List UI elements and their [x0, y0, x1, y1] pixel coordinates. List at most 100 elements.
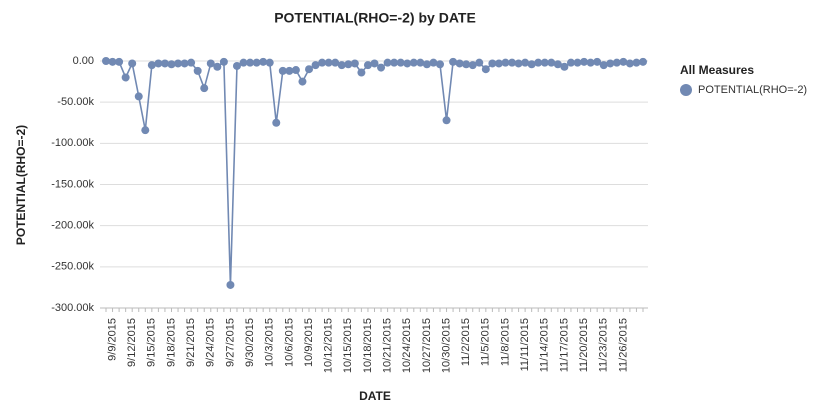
point [337, 61, 346, 70]
point [285, 66, 294, 75]
point [377, 63, 386, 72]
point [134, 92, 143, 101]
x-tick-label: 11/5/2015 [480, 318, 492, 366]
x-tick-label: 9/15/2015 [146, 318, 158, 367]
x-tick-label: 11/20/2015 [578, 318, 590, 372]
point [167, 60, 176, 69]
point [534, 58, 543, 67]
point [160, 59, 169, 68]
point [593, 57, 602, 66]
point [403, 59, 412, 68]
point [488, 59, 497, 68]
x-tick-label: 11/2/2015 [460, 318, 472, 366]
point [206, 59, 215, 68]
point [246, 58, 255, 67]
x-tick-label: 11/8/2015 [499, 318, 511, 366]
point [200, 84, 209, 93]
y-tick-label: -250.00k [51, 261, 94, 273]
point [494, 59, 503, 68]
point [396, 58, 405, 67]
point [422, 60, 431, 69]
point [566, 58, 575, 67]
x-tick-label: 10/30/2015 [440, 318, 452, 373]
point [121, 73, 130, 82]
point [115, 57, 124, 66]
chart-title: POTENTIAL(RHO=-2) by DATE [274, 10, 476, 26]
x-tick-label: 9/27/2015 [224, 318, 236, 367]
point [102, 57, 110, 65]
point [357, 68, 366, 77]
point [174, 59, 183, 68]
point [481, 65, 490, 74]
point [154, 59, 163, 68]
x-tick-label: 11/23/2015 [598, 318, 610, 372]
point [625, 59, 634, 68]
point [291, 66, 300, 75]
y-tick-label: -100.00k [51, 137, 94, 149]
point [259, 57, 268, 66]
point [462, 60, 471, 69]
x-tick-label: 11/26/2015 [617, 318, 629, 372]
y-tick-label: -150.00k [51, 178, 94, 190]
point [383, 58, 392, 67]
point [298, 77, 307, 86]
point [501, 58, 510, 67]
x-tick-label: 11/17/2015 [558, 318, 570, 372]
x-tick-label: 9/12/2015 [126, 318, 138, 367]
y-tick-label: -50.00k [57, 96, 94, 108]
point [265, 58, 274, 67]
point [619, 57, 628, 66]
point [219, 57, 228, 66]
point [449, 57, 458, 66]
point [508, 58, 517, 67]
point [442, 116, 451, 125]
x-tick-label: 10/24/2015 [401, 318, 413, 373]
x-tick-label: 9/21/2015 [185, 318, 197, 367]
point [318, 58, 327, 67]
point [187, 58, 196, 67]
x-tick-label: 11/14/2015 [539, 318, 551, 372]
point [278, 66, 287, 75]
x-tick-label: 10/15/2015 [342, 318, 354, 373]
y-tick-label: -200.00k [51, 220, 94, 232]
point [226, 280, 235, 289]
point [599, 61, 608, 70]
x-tick-label: 10/9/2015 [303, 318, 315, 367]
x-tick-label: 11/11/2015 [519, 318, 531, 371]
point [540, 58, 549, 67]
point [612, 58, 621, 67]
x-tick-label: 10/18/2015 [362, 318, 374, 373]
point [305, 65, 314, 74]
point [468, 61, 477, 70]
point [370, 59, 379, 68]
point [193, 66, 202, 75]
point [232, 61, 241, 70]
x-tick-label: 10/27/2015 [421, 318, 433, 373]
point [128, 59, 137, 68]
point [527, 60, 536, 69]
point [311, 61, 320, 70]
point [141, 126, 150, 135]
point [475, 58, 484, 67]
point [252, 58, 261, 67]
x-tick-label: 10/21/2015 [382, 318, 394, 373]
x-tick-label: 10/6/2015 [283, 318, 295, 367]
point [547, 58, 556, 67]
point [363, 61, 372, 70]
point [514, 59, 523, 68]
legend-label: POTENTIAL(RHO=-2) [698, 84, 807, 96]
x-tick-label: 10/3/2015 [264, 318, 276, 367]
point [573, 58, 582, 67]
x-tick-label: 9/30/2015 [244, 318, 256, 367]
x-tick-label: 9/24/2015 [205, 318, 217, 367]
point [239, 58, 248, 67]
point [606, 59, 615, 68]
point [560, 62, 569, 71]
point [553, 60, 562, 69]
x-tick-label: 9/9/2015 [106, 318, 118, 361]
point [390, 58, 399, 67]
legend-marker [680, 84, 692, 96]
point [147, 61, 156, 70]
point [455, 59, 464, 68]
